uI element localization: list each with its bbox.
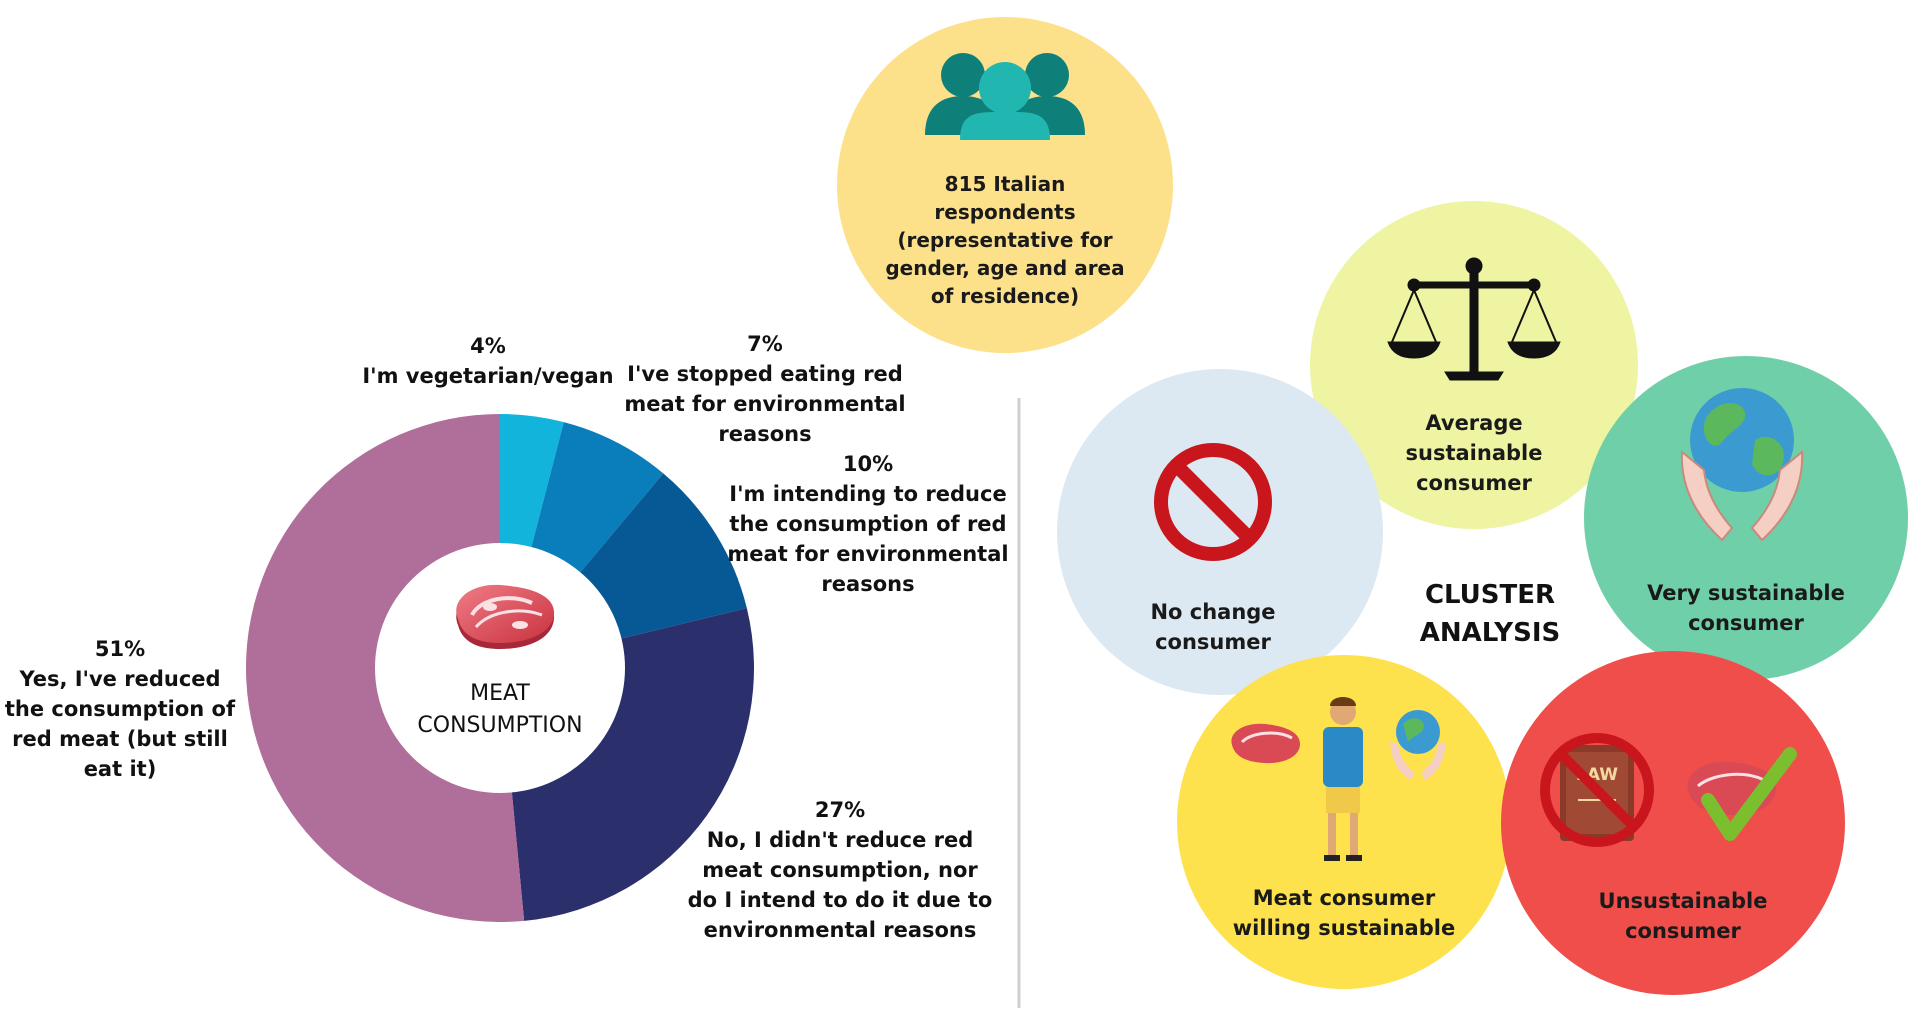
cluster-label-line: No change [1150, 600, 1276, 624]
slice-text-line: No, I didn't reduce red [706, 828, 974, 852]
earth-in-hands-icon [1680, 388, 1804, 542]
slice-text-line: meat for environmental [624, 392, 906, 416]
slice-text-line: meat for environmental [727, 542, 1009, 566]
slice-percent: 27% [814, 798, 866, 822]
respondents-text: 815 Italian respondents (representative … [865, 170, 1145, 310]
slice-text-line: eat it) [83, 757, 157, 781]
cluster-title-line: CLUSTER [1424, 580, 1556, 610]
cluster-label-line: Very sustainable [1647, 581, 1845, 605]
slice-text-line: red meat (but still [12, 727, 228, 751]
respondents-line: respondents [934, 200, 1076, 224]
slice-text-line: Yes, I've reduced [19, 667, 221, 691]
slice-text-line: reasons [821, 572, 915, 596]
cluster-label-line: consumer [1155, 630, 1271, 654]
cluster-label-line: Unsustainable [1598, 889, 1768, 913]
slice-percent: 51% [94, 637, 146, 661]
slice-label-stopped: 7% I've stopped eating red meat for envi… [610, 329, 920, 449]
slice-label-not-reduced: 27% No, I didn't reduce red meat consump… [680, 795, 1000, 945]
cluster-label-meat-willing: Meat consumer willing sustainable [1224, 883, 1464, 943]
cluster-circle-no-change [1057, 369, 1383, 695]
people-icon [925, 53, 1085, 140]
cluster-label-very-sustainable: Very sustainable consumer [1626, 578, 1866, 638]
slice-text-line: environmental reasons [703, 918, 977, 942]
center-label-line: CONSUMPTION [417, 713, 583, 738]
steak-icon [456, 584, 555, 649]
respondents-circle [837, 17, 1173, 353]
center-label-line: MEAT [470, 681, 530, 706]
slice-text-line: meat consumption, nor [702, 858, 978, 882]
cluster-label-line: Average [1425, 411, 1523, 435]
respondents-line: gender, age and area [885, 256, 1125, 280]
cluster-label-no-change: No change consumer [1113, 597, 1313, 657]
slice-text-line: do I intend to do it due to [687, 888, 993, 912]
slice-text-line: I'm intending to reduce [729, 482, 1007, 506]
thinking-person-icon [1231, 697, 1446, 861]
respondents-line: (representative for [897, 228, 1113, 252]
cluster-label-line: sustainable [1405, 441, 1543, 465]
respondents-line: of residence) [930, 284, 1080, 308]
slice-text-line: reasons [718, 422, 812, 446]
cluster-label-line: consumer [1688, 611, 1804, 635]
prohibited-icon [1154, 443, 1272, 561]
donut-hole [375, 543, 625, 793]
cluster-label-line: consumer [1416, 471, 1532, 495]
cluster-label-line: willing sustainable [1232, 916, 1456, 940]
cluster-label-line: Meat consumer [1252, 886, 1436, 910]
cluster-label-unsustainable: Unsustainable consumer [1563, 886, 1803, 946]
no-law-steak-check-icon: LAW [1540, 733, 1797, 847]
slice-text-line: the consumption of [4, 697, 236, 721]
cluster-circle-very-sustainable [1584, 356, 1908, 680]
cluster-title: CLUSTER ANALYSIS [1395, 576, 1585, 652]
slice-percent: 10% [842, 452, 894, 476]
cluster-title-line: ANALYSIS [1419, 618, 1561, 648]
slice-label-reduced: 51% Yes, I've reduced the consumption of… [0, 634, 240, 784]
cluster-label-line: consumer [1625, 919, 1741, 943]
slice-percent: 4% [470, 334, 506, 358]
respondents-line: 815 Italian [944, 172, 1066, 196]
donut-center-label: MEAT CONSUMPTION [380, 678, 620, 742]
slice-percent: 7% [747, 332, 783, 356]
balance-scale-icon [1387, 257, 1561, 381]
cluster-label-average: Average sustainable consumer [1374, 408, 1574, 498]
slice-text-line: I've stopped eating red [627, 362, 903, 386]
slice-label-intending: 10% I'm intending to reduce the consumpt… [718, 449, 1018, 599]
slice-text-line: the consumption of red [729, 512, 1007, 536]
slice-label-vegetarian: 4% I'm vegetarian/vegan [338, 331, 638, 391]
slice-text-line: I'm vegetarian/vegan [362, 364, 614, 388]
